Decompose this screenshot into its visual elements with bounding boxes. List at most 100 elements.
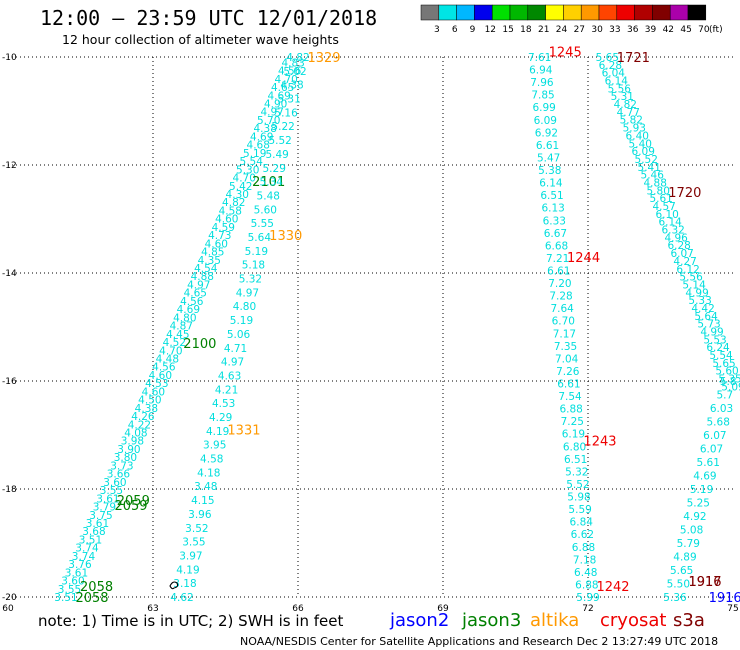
wave-height-label: 3.74 bbox=[72, 551, 96, 563]
wave-height-label: 5.59 bbox=[568, 504, 591, 516]
legend-entry-jason2: jason2 bbox=[389, 610, 449, 631]
scale-label: 15 bbox=[502, 25, 513, 35]
scale-label: 6 bbox=[452, 25, 458, 35]
scale-swatch bbox=[580, 4, 600, 21]
wave-height-label: 5.73 bbox=[697, 319, 720, 331]
wave-height-label: 6.40 bbox=[626, 130, 649, 142]
wave-height-label: 6.28 bbox=[667, 240, 690, 252]
wave-height-label: 5.52 bbox=[268, 135, 291, 147]
axes: 60 63 66 69 72 75 -10 -12 -14 -16 -18 -20 bbox=[2, 53, 739, 614]
wave-height-label: 7.18 bbox=[573, 554, 596, 566]
wave-height-label: 5.32 bbox=[239, 274, 262, 286]
wave-height-label: 4.58 bbox=[219, 205, 242, 217]
wave-height-label: 7.26 bbox=[556, 366, 580, 378]
scale-label: 24 bbox=[556, 25, 568, 35]
wave-height-label: 3.75 bbox=[89, 510, 112, 522]
x-tick-label: 66 bbox=[292, 604, 304, 614]
wave-height-label: 5.08 bbox=[680, 525, 703, 537]
wave-height-label: 3.55 bbox=[182, 537, 205, 549]
wave-height-label: 4.38 bbox=[135, 403, 158, 415]
time-label: 1242 bbox=[596, 580, 629, 595]
wave-height-label: 6.61 bbox=[557, 379, 580, 391]
wave-height-label: 3.79 bbox=[93, 502, 116, 514]
scale-swatch bbox=[491, 4, 511, 21]
scale-swatch bbox=[563, 4, 582, 21]
wave-height-label: 6.10 bbox=[655, 209, 678, 221]
time-label: 1329 bbox=[307, 51, 340, 66]
wave-height-label: 5.70 bbox=[257, 115, 280, 127]
scale-unit: (ft) bbox=[709, 25, 723, 35]
x-tick-label: 72 bbox=[582, 604, 593, 614]
satellite-tracks: 4.834.564.704.654.694.904.975.704.384.69… bbox=[54, 46, 740, 606]
wave-height-label: 4.54 bbox=[194, 263, 218, 275]
island-outline bbox=[169, 581, 179, 590]
wave-height-label: 4.92 bbox=[683, 511, 706, 523]
wave-height-label: 5.31 bbox=[277, 94, 300, 106]
scale-swatch bbox=[509, 4, 529, 21]
wave-height-label: 6.92 bbox=[535, 127, 558, 139]
wave-height-label: 6.62 bbox=[571, 529, 594, 541]
wave-height-label: 3.73 bbox=[110, 460, 133, 472]
time-label: 1917 bbox=[688, 575, 721, 590]
wave-height-label: 5.56 bbox=[608, 83, 632, 95]
wave-height-label: 5.02 bbox=[283, 66, 306, 78]
wave-height-label: 5.19 bbox=[243, 148, 266, 160]
scale-swatch bbox=[669, 4, 689, 21]
chart-subtitle: 12 hour collection of altimeter wave hei… bbox=[62, 32, 339, 47]
wave-height-label: 7.04 bbox=[555, 353, 579, 365]
wave-height-label: 6.13 bbox=[541, 203, 564, 215]
scale-swatch bbox=[634, 4, 653, 21]
wave-height-label: 4.65 bbox=[184, 288, 207, 300]
wave-height-label: 4.60 bbox=[215, 214, 238, 226]
wave-height-label: 6.94 bbox=[529, 65, 553, 77]
wave-height-label: 4.53 bbox=[212, 398, 235, 410]
wave-height-label: 6.14 bbox=[658, 217, 682, 229]
wave-height-label: 3.90 bbox=[117, 444, 140, 456]
wave-height-label: 6.03 bbox=[710, 403, 733, 415]
wave-height-label: 4.56 bbox=[278, 66, 302, 78]
scale-label: 3 bbox=[434, 25, 440, 35]
wave-height-label: 5.18 bbox=[242, 260, 265, 272]
wave-height-label: 5.46 bbox=[641, 170, 665, 182]
wave-height-label: 5.34 bbox=[260, 177, 284, 189]
wave-height-label: 4.97 bbox=[221, 357, 244, 369]
wave-height-label: 4.77 bbox=[617, 107, 640, 119]
time-label: 2059 bbox=[117, 494, 150, 509]
wave-height-label: 4.96 bbox=[664, 232, 688, 244]
scale-swatch bbox=[652, 4, 671, 21]
wave-height-label: 5.33 bbox=[688, 295, 711, 307]
y-tick-label: -12 bbox=[2, 161, 17, 171]
scale-swatch bbox=[616, 4, 635, 21]
wave-height-label: 5.35 bbox=[718, 374, 740, 386]
x-tick-label: 75 bbox=[727, 604, 738, 614]
wave-height-label: 6.80 bbox=[563, 441, 586, 453]
wave-height-label: 4.80 bbox=[173, 312, 196, 324]
scale-swatch bbox=[527, 4, 546, 21]
scale-swatch bbox=[687, 4, 707, 21]
note-text: note: 1) Time is in UTC; 2) SWH is in fe… bbox=[38, 612, 344, 630]
scale-swatch bbox=[474, 4, 493, 21]
wave-height-label: 5.65 bbox=[712, 358, 735, 370]
wave-height-label: 7.25 bbox=[561, 416, 584, 428]
wave-height-label: 4.29 bbox=[209, 412, 232, 424]
wave-height-label: 4.08 bbox=[124, 428, 147, 440]
scale-swatch bbox=[545, 4, 564, 21]
time-label: 1330 bbox=[269, 229, 302, 244]
legend-entry-cryosat: cryosat bbox=[600, 610, 666, 631]
wave-height-label: 4.45 bbox=[166, 329, 189, 341]
time-label: 1244 bbox=[567, 251, 600, 266]
wave-height-label: 5.80 bbox=[647, 185, 670, 197]
wave-height-label: 5.61 bbox=[697, 457, 720, 469]
time-label: 2059 bbox=[114, 499, 147, 514]
wave-height-label: 7.64 bbox=[550, 303, 574, 315]
wave-height-label: 6.07 bbox=[703, 430, 726, 442]
x-tick-label: 63 bbox=[147, 604, 158, 614]
time-label: 2100 bbox=[183, 337, 216, 352]
scale-label: 33 bbox=[609, 25, 620, 35]
wave-height-label: 6.28 bbox=[599, 60, 622, 72]
wave-height-label: 4.65 bbox=[271, 82, 294, 94]
wave-height-label: 3.51 bbox=[79, 534, 102, 546]
footer-credit: NOAA/NESDIS Center for Satellite Applica… bbox=[240, 635, 718, 648]
wave-height-label: 5.82 bbox=[620, 115, 643, 127]
y-tick-label: -20 bbox=[2, 593, 17, 603]
